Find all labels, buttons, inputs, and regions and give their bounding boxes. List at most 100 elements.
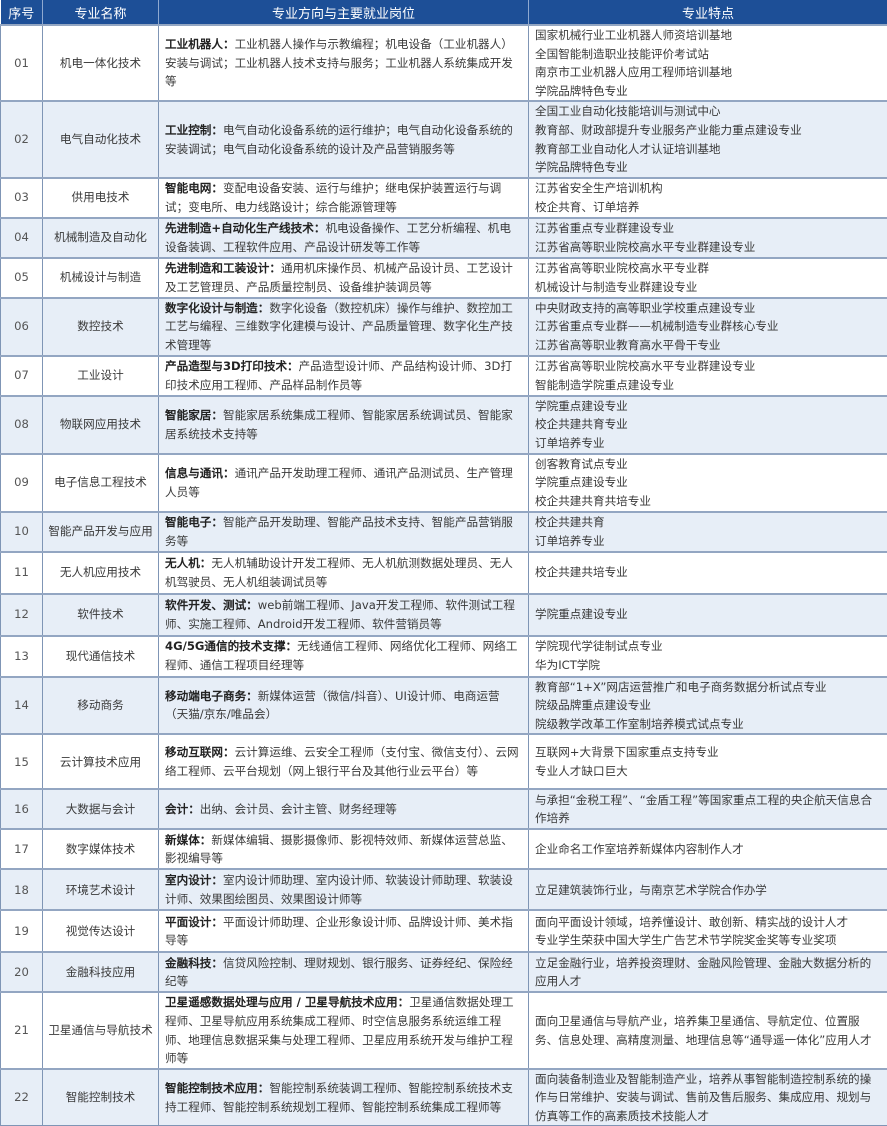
major-name: 环境艺术设计 [43,869,159,910]
feature-item: 创客教育试点专业 [535,455,881,474]
direction-title: 移动端电子商务： [165,689,258,703]
major-name: 电气自动化技术 [43,101,159,177]
table-row: 11 无人机应用技术 无人机：无人机辅助设计开发工程师、无人机航测数据处理员、无… [1,552,887,594]
feature-item: 订单培养专业 [535,532,881,551]
direction-cell: 智能电网：变配电设备安装、运行与维护；继电保护装置运行与调试；变电所、电力线路设… [159,178,529,218]
direction-cell: 信息与通讯：通讯产品开发助理工程师、通讯产品测试员、生产管理人员等 [159,454,529,512]
major-name: 工业设计 [43,356,159,396]
major-name: 云计算技术应用 [43,734,159,789]
table-row: 22 智能控制技术 智能控制技术应用：智能控制系统装调工程师、智能控制系统技术支… [1,1069,887,1126]
direction-text: 出纳、会计员、会计主管、财务经理等 [200,802,397,816]
table-row: 18 环境艺术设计 室内设计：室内设计师助理、室内设计师、软装设计师助理、软装设… [1,869,887,910]
feature-item: 教育部、财政部提升专业服务产业能力重点建设专业 [535,121,881,140]
row-number: 04 [1,218,43,258]
table-row: 01 机电一体化技术 工业机器人：工业机器人操作与示教编程；机电设备（工业机器人… [1,25,887,101]
feature-cell: 校企共建共培专业 [529,552,887,594]
direction-title: 会计： [165,802,200,816]
row-number: 14 [1,677,43,735]
row-number: 03 [1,178,43,218]
major-name: 供用电技术 [43,178,159,218]
direction-text: 新媒体编辑、摄影摄像师、影视特效师、新媒体运营总监、影视编导等 [165,833,513,866]
feature-cell: 江苏省高等职业院校高水平专业群建设专业智能制造学院重点建设专业 [529,356,887,396]
feature-item: 学院重点建设专业 [535,605,881,624]
feature-item: 院级教学改革工作室制培养模式试点专业 [535,715,881,734]
row-number: 20 [1,952,43,992]
row-number: 19 [1,910,43,952]
table-row: 16 大数据与会计 会计：出纳、会计员、会计主管、财务经理等 与承担“金税工程”… [1,789,887,829]
feature-cell: 教育部“1+X”网店运营推广和电子商务数据分析试点专业院级品牌重点建设专业院级教… [529,677,887,735]
direction-cell: 移动端电子商务：新媒体运营（微信/抖音）、UI设计师、电商运营（天猫/京东/唯品… [159,677,529,735]
major-name: 数字媒体技术 [43,829,159,869]
feature-cell: 互联网+大背景下国家重点支持专业专业人才缺口巨大 [529,734,887,789]
feature-cell: 面向卫星通信与导航产业，培养集卫星通信、导航定位、位置服务、信息处理、高精度测量… [529,992,887,1068]
direction-cell: 卫星遥感数据处理与应用 / 卫星导航技术应用：卫星通信数据处理工程师、卫星导航应… [159,992,529,1068]
feature-item: 校企共建共培专业 [535,563,881,582]
feature-item: 教育部工业自动化人才认证培训基地 [535,140,881,159]
row-number: 21 [1,992,43,1068]
feature-cell: 江苏省重点专业群建设专业江苏省高等职业院校高水平专业群建设专业 [529,218,887,258]
direction-cell: 先进制造和工装设计：通用机床操作员、机械产品设计员、工艺设计及工艺管理员、产品质… [159,258,529,298]
major-name: 无人机应用技术 [43,552,159,594]
major-name: 机械设计与制造 [43,258,159,298]
direction-title: 无人机： [165,556,211,570]
feature-item: 全国智能制造职业技能评价考试站 [535,45,881,64]
row-number: 18 [1,869,43,910]
direction-title: 智能家居： [165,408,223,422]
table-row: 21 卫星通信与导航技术 卫星遥感数据处理与应用 / 卫星导航技术应用：卫星通信… [1,992,887,1068]
feature-item: 互联网+大背景下国家重点支持专业 [535,743,881,762]
feature-cell: 江苏省安全生产培训机构校企共育、订单培养 [529,178,887,218]
table-row: 13 现代通信技术 4G/5G通信的技术支撑：无线通信工程师、网络优化工程师、网… [1,636,887,677]
row-number: 07 [1,356,43,396]
direction-cell: 数字化设计与制造：数字化设备（数控机床）操作与维护、数控加工工艺与编程、三维数字… [159,298,529,356]
feature-item: 校企共建共育 [535,513,881,532]
direction-cell: 软件开发、测试：web前端工程师、Java开发工程师、软件测试工程师、实施工程师… [159,594,529,636]
direction-title: 金融科技： [165,956,223,970]
direction-cell: 金融科技：信贷风险控制、理财规划、银行服务、证券经纪、保险经纪等 [159,952,529,992]
feature-item: 企业命名工作室培养新媒体内容制作人才 [535,840,881,859]
feature-item: 江苏省高等职业院校高水平专业群建设专业 [535,238,881,257]
direction-title: 室内设计： [165,873,223,887]
feature-item: 校企共建共育共培专业 [535,492,881,511]
feature-item: 智能制造学院重点建设专业 [535,376,881,395]
table-row: 08 物联网应用技术 智能家居：智能家居系统集成工程师、智能家居系统调试员、智能… [1,396,887,454]
row-number: 08 [1,396,43,454]
table-row: 15 云计算技术应用 移动互联网：云计算运维、云安全工程师（支付宝、微信支付）、… [1,734,887,789]
feature-cell: 江苏省高等职业院校高水平专业群机械设计与制造专业群建设专业 [529,258,887,298]
major-name: 移动商务 [43,677,159,735]
feature-cell: 面向平面设计领域，培养懂设计、敢创新、精实战的设计人才专业学生荣获中国大学生广告… [529,910,887,952]
feature-item: 订单培养专业 [535,434,881,453]
direction-cell: 先进制造+自动化生产线技术：机电设备操作、工艺分析编程、机电设备装调、工程软件应… [159,218,529,258]
feature-cell: 立足金融行业，培养投资理财、金融风险管理、金融大数据分析的应用人才 [529,952,887,992]
table-row: 02 电气自动化技术 工业控制：电气自动化设备系统的运行维护；电气自动化设备系统… [1,101,887,177]
table-row: 20 金融科技应用 金融科技：信贷风险控制、理财规划、银行服务、证券经纪、保险经… [1,952,887,992]
row-number: 05 [1,258,43,298]
row-number: 17 [1,829,43,869]
row-number: 11 [1,552,43,594]
feature-cell: 学院现代学徒制试点专业华为ICT学院 [529,636,887,677]
feature-item: 中央财政支持的高等职业学校重点建设专业 [535,299,881,318]
feature-item: 立足建筑装饰行业，与南京艺术学院合作办学 [535,881,881,900]
feature-cell: 创客教育试点专业学院重点建设专业校企共建共育共培专业 [529,454,887,512]
row-number: 13 [1,636,43,677]
feature-item: 专业人才缺口巨大 [535,762,881,781]
major-name: 卫星通信与导航技术 [43,992,159,1068]
feature-cell: 面向装备制造业及智能制造产业，培养从事智能制造控制系统的操作与日常维护、安装与调… [529,1069,887,1126]
feature-item: 校企共育、订单培养 [535,198,881,217]
feature-item: 学院重点建设专业 [535,397,881,416]
feature-item: 全国工业自动化技能培训与测试中心 [535,102,881,121]
major-name: 机电一体化技术 [43,25,159,101]
direction-cell: 工业控制：电气自动化设备系统的运行维护；电气自动化设备系统的安装调试；电气自动化… [159,101,529,177]
feature-item: 江苏省高等职业教育高水平骨干专业 [535,336,881,355]
major-name: 现代通信技术 [43,636,159,677]
direction-cell: 移动互联网：云计算运维、云安全工程师（支付宝、微信支付）、云网络工程师、云平台规… [159,734,529,789]
direction-title: 先进制造和工装设计： [165,261,281,275]
feature-cell: 立足建筑装饰行业，与南京艺术学院合作办学 [529,869,887,910]
direction-title: 智能电网： [165,181,223,195]
direction-title: 软件开发、测试： [165,598,258,612]
feature-item: 与承担“金税工程”、“金盾工程”等国家重点工程的央企航天信息合作培养 [535,791,881,828]
row-number: 01 [1,25,43,101]
row-number: 09 [1,454,43,512]
direction-cell: 室内设计：室内设计师助理、室内设计师、软装设计师助理、软装设计师、效果图绘图员、… [159,869,529,910]
direction-title: 智能控制技术应用： [165,1081,269,1095]
table-header: 序号 专业名称 专业方向与主要就业岗位 专业特点 [1,0,887,25]
